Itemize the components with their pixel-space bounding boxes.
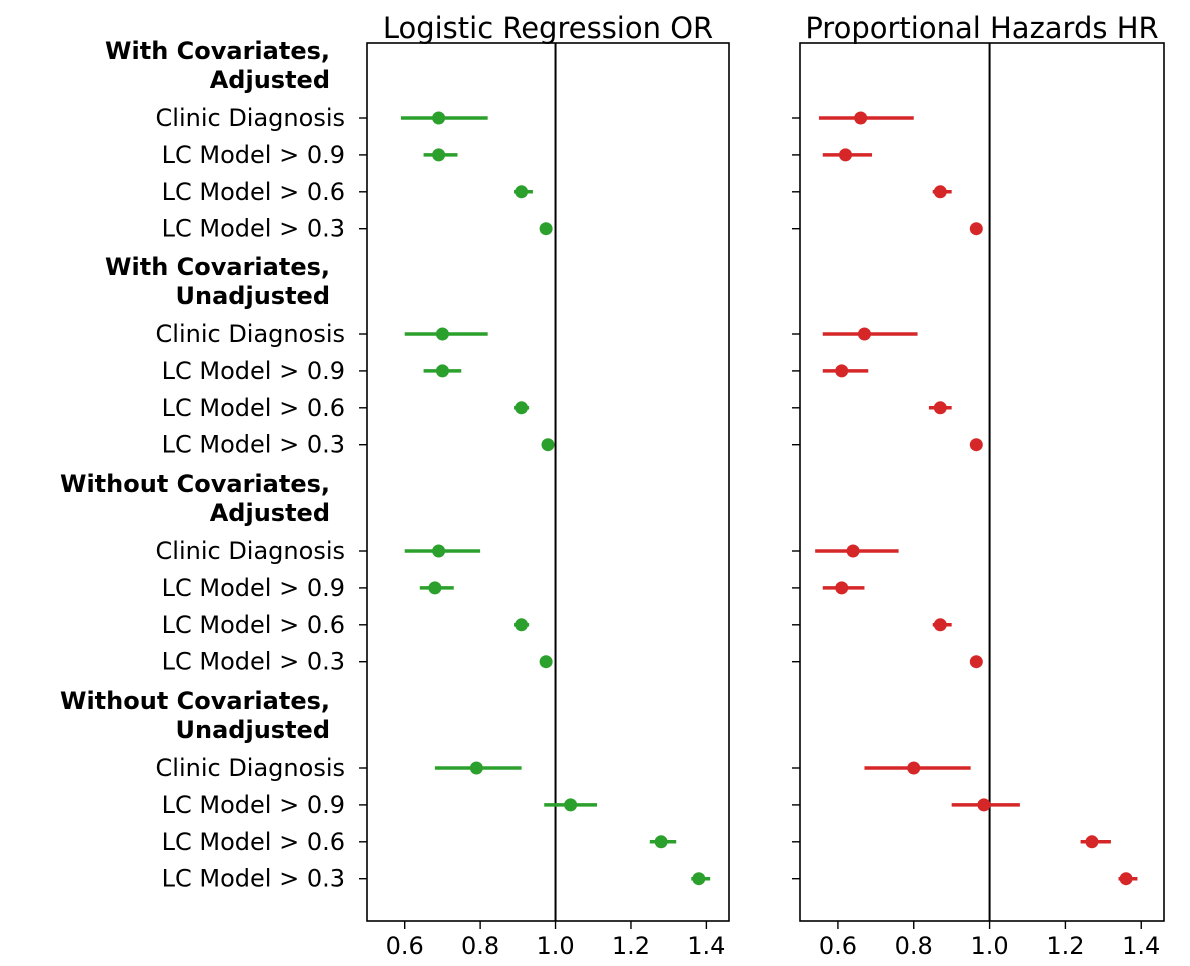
row-label: LC Model > 0.3 [162,648,345,676]
panel-title: Logistic Regression OR [383,11,713,45]
point-estimate [539,655,553,669]
row-label: LC Model > 0.3 [162,431,345,459]
point-estimate [539,222,553,236]
group-label-3-line-1: Unadjusted [176,716,330,744]
point-estimate [564,798,578,812]
point-estimate [1119,872,1133,886]
x-tick-label: 0.8 [461,932,499,960]
row-label: Clinic Diagnosis [156,104,345,132]
point-estimate [854,111,868,125]
row-label: LC Model > 0.9 [162,791,345,819]
point-estimate [969,222,983,236]
x-tick-label: 1.0 [536,932,574,960]
row-label: LC Model > 0.6 [162,828,345,856]
group-label-1-line-0: With Covariates, [105,253,330,281]
point-estimate [541,438,555,452]
row-label: LC Model > 0.6 [162,178,345,206]
point-estimate [839,148,852,162]
x-tick-label: 1.2 [1046,932,1084,960]
axes-frame [366,42,730,922]
row-label: LC Model > 0.6 [162,611,345,639]
point-estimate [515,618,529,632]
row-label: LC Model > 0.9 [162,574,345,602]
point-estimate [654,835,668,849]
point-estimate [969,438,983,452]
point-estimate [432,544,446,558]
row-label: LC Model > 0.3 [162,865,345,893]
point-estimate [977,798,991,812]
point-estimate [835,581,849,595]
x-tick-label: 1.0 [970,932,1008,960]
panel-title: Proportional Hazards HR [805,11,1158,45]
x-tick-label: 1.4 [1122,932,1160,960]
point-estimate [846,544,860,558]
point-estimate [435,364,449,378]
point-estimate [432,111,446,125]
point-estimate [857,327,871,341]
row-label: Clinic Diagnosis [156,537,345,565]
panel-logistic-regression: Logistic Regression OR 0.6 0.8 1.0 1.2 1.4 [359,11,730,960]
point-estimate [933,401,947,415]
group-label-2-line-1: Adjusted [210,499,330,527]
point-estimate [515,401,529,415]
point-estimate [692,872,706,886]
row-label: Clinic Diagnosis [156,320,345,348]
x-tick-label: 1.2 [612,932,650,960]
panel-proportional-hazards: Proportional Hazards HR 0.6 0.8 1.0 1.2 1.4 [792,11,1165,960]
row-label: LC Model > 0.9 [162,141,345,169]
point-estimate [435,327,449,341]
point-estimate [1085,835,1099,849]
x-tick-label: 1.4 [687,932,725,960]
group-label-2-line-0: Without Covariates, [60,470,330,498]
x-tick-label: 0.6 [386,932,424,960]
group-label-0-line-0: With Covariates, [105,37,330,65]
point-estimate [469,761,483,775]
point-estimate [428,581,442,595]
point-estimate [907,761,921,775]
point-estimate [835,364,849,378]
row-label: LC Model > 0.3 [162,215,345,243]
x-tick-label: 0.8 [895,932,933,960]
row-label: Clinic Diagnosis [156,754,345,782]
row-label: LC Model > 0.9 [162,357,345,385]
row-label: LC Model > 0.6 [162,394,345,422]
point-estimate [933,185,947,199]
point-estimate [969,655,983,669]
group-label-1-line-1: Unadjusted [176,282,330,310]
axes-frame [799,42,1165,922]
group-label-3-line-0: Without Covariates, [60,687,330,715]
point-estimate [432,148,446,162]
group-label-0-line-1: Adjusted [210,66,330,94]
x-tick-label: 0.6 [819,932,857,960]
point-estimate [515,185,529,199]
point-estimate [933,618,947,632]
